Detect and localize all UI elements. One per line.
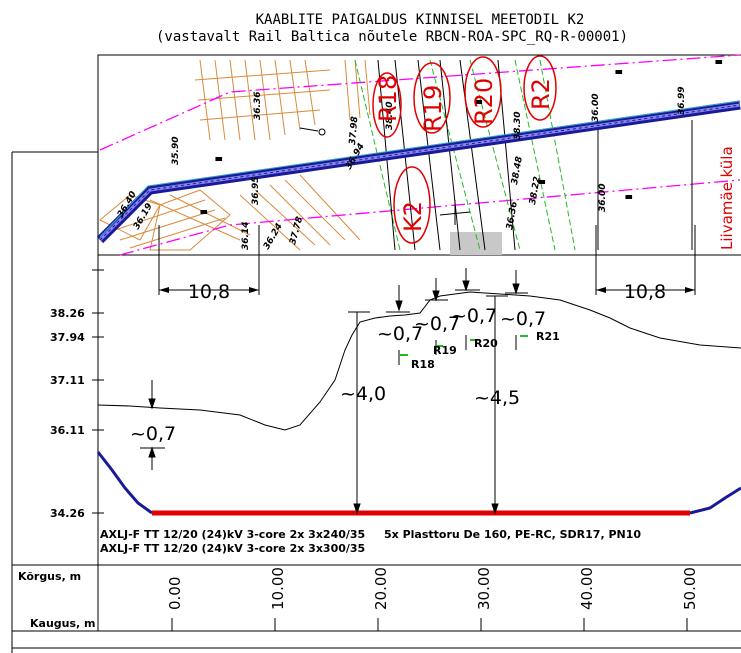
rail-label-r18: R18: [411, 358, 435, 371]
spot-height: 36.24: [262, 222, 285, 252]
spot-height: 36.36: [253, 92, 263, 120]
cable-note: AXLJ-F TT 12/20 (24)kV 3-core 2x 3x300/3…: [100, 542, 365, 555]
cover-dim-left: [140, 380, 165, 470]
rail-cover-label: ~0,7: [377, 323, 423, 345]
spot-height: 38.48: [510, 156, 525, 186]
map-symbols: = = = = = = =: [200, 58, 723, 225]
marker-r18: R18: [374, 75, 402, 122]
elevation-label: 38.26: [50, 307, 85, 320]
cover-left-label: ~0,7: [130, 423, 176, 445]
grey-zone: [450, 232, 502, 255]
depth-left-label: ~4,0: [340, 383, 386, 405]
distance-ticks: [171, 618, 688, 631]
elevation-labels: 38.26 37.94 37.11 36.11 34.26: [50, 307, 85, 520]
svg-text:=: =: [475, 98, 483, 108]
pipe-exit-right: [689, 486, 741, 515]
marker-ellipse: [464, 56, 502, 128]
profile-table: Kõrgus, m Kaugus, m 0.00 10.00 20.00 30.…: [12, 564, 741, 649]
svg-text:=: =: [615, 68, 623, 78]
rail-label-r20: R20: [474, 337, 498, 350]
spot-height: 36.00: [598, 184, 608, 212]
rail-label-r21: R21: [536, 330, 560, 343]
cyan-edge: [99, 100, 741, 238]
marker-r20: R20: [470, 78, 498, 125]
spot-height: 35.90: [171, 137, 181, 165]
duct-note: 5x Plasttoru De 160, PE-RC, SDR17, PN10: [384, 528, 641, 541]
marker-k2: K2: [399, 201, 427, 232]
spot-height: 38.30: [513, 112, 523, 140]
profile: 38.26 37.94 37.11 36.11 34.26 ~0,7: [50, 268, 741, 555]
spot-height: 38.40: [385, 102, 395, 130]
depth-dims: [348, 295, 508, 515]
elevation-label: 36.11: [50, 424, 85, 437]
rail-cover-label: ~0,7: [414, 313, 460, 335]
spot-height: 37.98: [348, 116, 360, 145]
elevation-label: 37.11: [50, 374, 85, 387]
site-plan: = = = = = = = 36.36 35.90 36.19 36.14 36…: [96, 54, 741, 256]
svg-text:=: =: [215, 155, 223, 165]
drawing-title: KAABLITE PAIGALDUS KINNISEL MEETODIL K2: [256, 12, 585, 28]
distance-label: 40.00: [578, 567, 596, 610]
width-dimensions: 10,8 10,8: [158, 225, 696, 303]
spot-height: 36.95: [251, 177, 261, 205]
spot-height: 38.22: [528, 176, 543, 206]
boundary-lines: [99, 54, 741, 256]
svg-text:=: =: [625, 193, 633, 203]
width-right-label: 10,8: [624, 281, 666, 303]
marker-r21: R2: [527, 78, 555, 110]
elevation-ticks: [92, 269, 104, 514]
ground-line: [97, 291, 741, 431]
rail-label-r19: R19: [433, 344, 457, 357]
elevation-label: 34.26: [50, 507, 85, 520]
row-label-elevation: Kõrgus, m: [18, 570, 81, 583]
svg-text:=: =: [715, 58, 723, 68]
row-label-distance: Kaugus, m: [30, 617, 96, 630]
depth-right-label: ~4,5: [474, 387, 520, 409]
spot-height: 36.00: [591, 94, 601, 122]
rail-cover-label: ~0,7: [500, 308, 546, 330]
rail-green-marks: [400, 335, 528, 356]
distance-label: 10.00: [269, 567, 287, 610]
marker-ellipse: [393, 166, 431, 244]
svg-text:=: =: [200, 208, 208, 218]
elevation-label: 37.94: [50, 331, 85, 344]
drawing-subtitle: (vastavalt Rail Baltica nõutele RBCN-ROA…: [156, 29, 628, 45]
marker-r19: R19: [419, 85, 447, 132]
village-label: Liivamäe küla: [718, 146, 736, 250]
rail-markers: R18 R19 R20 R2 K2: [372, 55, 557, 244]
rail-cover-label: ~0,7: [451, 305, 497, 327]
svg-text:=: =: [538, 178, 546, 188]
distance-label: 50.00: [681, 567, 699, 610]
spot-height: 36.36: [505, 201, 520, 231]
pipe-entry-left: [96, 451, 153, 515]
spot-height: 36.14: [241, 222, 251, 250]
distance-label: 0.00: [166, 577, 184, 610]
width-left-label: 10,8: [188, 281, 230, 303]
distance-label: 30.00: [475, 567, 493, 610]
marker-ellipse: [413, 62, 451, 134]
parcel-hatching: [99, 59, 371, 251]
marker-ellipse: [372, 72, 402, 138]
cable-note: AXLJ-F TT 12/20 (24)kV 3-core 2x 3x240/3…: [100, 528, 365, 541]
spot-height: 36.99: [677, 87, 687, 115]
distance-label: 20.00: [372, 567, 390, 610]
cable-route: [96, 100, 741, 244]
rail-cover-dims: [386, 268, 528, 365]
marker-ellipse: [523, 55, 557, 121]
